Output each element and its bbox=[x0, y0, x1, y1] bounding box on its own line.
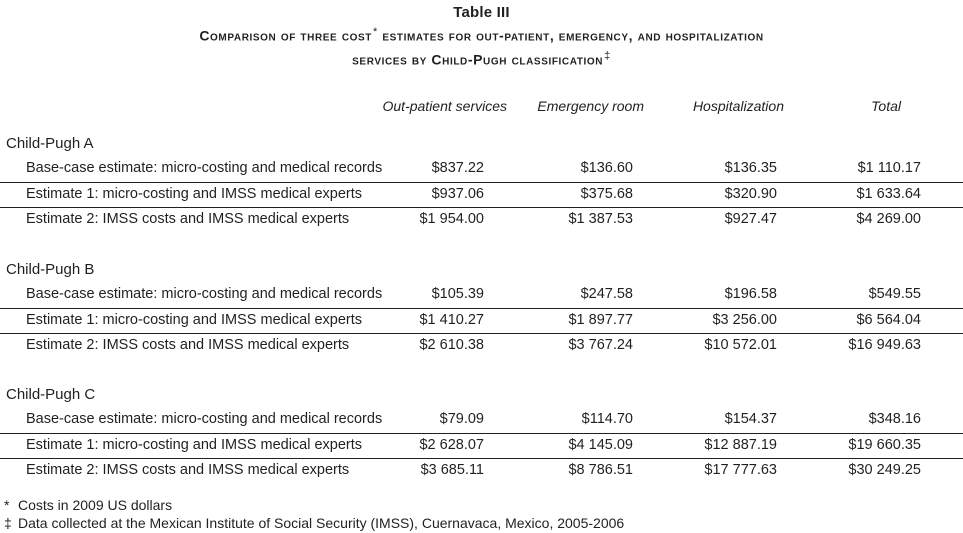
table-title-line-1: Comparison of three cost* estimates for … bbox=[0, 26, 963, 44]
cell-hospitalization: $927.47 bbox=[724, 211, 777, 227]
cell-hospitalization: $17 777.63 bbox=[704, 462, 777, 478]
table-label: Table III bbox=[453, 4, 510, 21]
cell-total: $1 633.64 bbox=[856, 186, 921, 202]
row-label: Base-case estimate: micro-costing and me… bbox=[26, 160, 383, 176]
cell-outpatient: $105.39 bbox=[431, 286, 484, 302]
row-label: Base-case estimate: micro-costing and me… bbox=[26, 411, 383, 427]
footnote-mark: ‡ bbox=[4, 515, 12, 531]
title-line-1-text: Comparison of three cost bbox=[199, 27, 372, 44]
cell-emergency: $8 786.51 bbox=[568, 462, 633, 478]
title-line-1-rest: estimates for out-patient, emergency, an… bbox=[377, 27, 764, 44]
cell-hospitalization: $196.58 bbox=[724, 286, 777, 302]
table-row: Base-case estimate: micro-costing and me… bbox=[0, 408, 963, 433]
table-row: Estimate 2: IMSS costs and IMSS medical … bbox=[0, 333, 963, 359]
footnote-cost-year: * Costs in 2009 US dollars bbox=[4, 497, 172, 513]
cell-outpatient: $937.06 bbox=[431, 186, 484, 202]
table-row: Base-case estimate: micro-costing and me… bbox=[0, 157, 963, 182]
row-label: Estimate 1: micro-costing and IMSS medic… bbox=[26, 437, 363, 453]
footnote-mark: * bbox=[4, 497, 10, 513]
footnote-text: Data collected at the Mexican Institute … bbox=[18, 515, 625, 531]
table-row: Estimate 1: micro-costing and IMSS medic… bbox=[0, 433, 963, 459]
cell-total: $348.16 bbox=[868, 411, 921, 427]
column-header-outpatient: Out-patient services bbox=[382, 98, 508, 114]
table-row: Base-case estimate: micro-costing and me… bbox=[0, 283, 963, 308]
cell-total: $19 660.35 bbox=[848, 437, 921, 453]
row-label: Estimate 1: micro-costing and IMSS medic… bbox=[26, 186, 363, 202]
cell-hospitalization: $320.90 bbox=[724, 186, 777, 202]
cell-emergency: $3 767.24 bbox=[568, 337, 633, 353]
cell-emergency: $1 897.77 bbox=[568, 312, 633, 328]
column-header-hospitalization: Hospitalization bbox=[692, 98, 784, 114]
table-title-line-2: services by Child-Pugh classification‡ bbox=[0, 50, 963, 68]
cell-total: $4 269.00 bbox=[856, 211, 921, 227]
title-asterisk-mark: * bbox=[373, 26, 378, 38]
cell-emergency: $247.58 bbox=[580, 286, 633, 302]
group-label: Child-Pugh A bbox=[6, 135, 94, 152]
cell-emergency: $375.68 bbox=[580, 186, 633, 202]
cell-emergency: $1 387.53 bbox=[568, 211, 633, 227]
footnote-data-source: ‡ Data collected at the Mexican Institute… bbox=[4, 515, 624, 531]
cell-total: $6 564.04 bbox=[856, 312, 921, 328]
row-label: Estimate 1: micro-costing and IMSS medic… bbox=[26, 312, 363, 328]
group-label: Child-Pugh B bbox=[6, 261, 95, 278]
cell-outpatient: $837.22 bbox=[431, 160, 484, 176]
cell-total: $1 110.17 bbox=[857, 160, 921, 176]
title-double-dagger-mark: ‡ bbox=[604, 50, 611, 62]
table-row: Estimate 2: IMSS costs and IMSS medical … bbox=[0, 207, 963, 233]
cell-outpatient: $3 685.11 bbox=[420, 462, 484, 478]
cell-emergency: $4 145.09 bbox=[568, 437, 633, 453]
cell-emergency: $136.60 bbox=[580, 160, 633, 176]
cell-total: $549.55 bbox=[868, 286, 921, 302]
cell-outpatient: $2 610.38 bbox=[419, 337, 484, 353]
cell-outpatient: $1 954.00 bbox=[419, 211, 484, 227]
cell-outpatient: $1 410.27 bbox=[419, 312, 484, 328]
column-header-emergency: Emergency room bbox=[537, 98, 644, 114]
cell-outpatient: $2 628.07 bbox=[419, 437, 484, 453]
cell-total: $16 949.63 bbox=[848, 337, 921, 353]
cell-outpatient: $79.09 bbox=[439, 411, 484, 427]
cell-hospitalization: $3 256.00 bbox=[712, 312, 777, 328]
group-label: Child-Pugh C bbox=[6, 386, 96, 403]
row-label: Estimate 2: IMSS costs and IMSS medical … bbox=[26, 462, 350, 478]
row-label: Estimate 2: IMSS costs and IMSS medical … bbox=[26, 337, 350, 353]
cell-hospitalization: $12 887.19 bbox=[704, 437, 777, 453]
row-label: Base-case estimate: micro-costing and me… bbox=[26, 286, 383, 302]
cell-emergency: $114.70 bbox=[581, 411, 633, 427]
footnote-text: Costs in 2009 US dollars bbox=[18, 497, 173, 513]
cell-hospitalization: $136.35 bbox=[724, 160, 777, 176]
table-row: Estimate 1: micro-costing and IMSS medic… bbox=[0, 182, 963, 208]
table-row: Estimate 2: IMSS costs and IMSS medical … bbox=[0, 458, 963, 484]
title-line-2-text: services by Child-Pugh classification bbox=[352, 51, 604, 68]
row-label: Estimate 2: IMSS costs and IMSS medical … bbox=[26, 211, 350, 227]
cell-total: $30 249.25 bbox=[848, 462, 921, 478]
column-header-total: Total bbox=[871, 98, 901, 114]
table-row: Estimate 1: micro-costing and IMSS medic… bbox=[0, 308, 963, 334]
cell-hospitalization: $154.37 bbox=[724, 411, 777, 427]
cell-hospitalization: $10 572.01 bbox=[704, 337, 777, 353]
